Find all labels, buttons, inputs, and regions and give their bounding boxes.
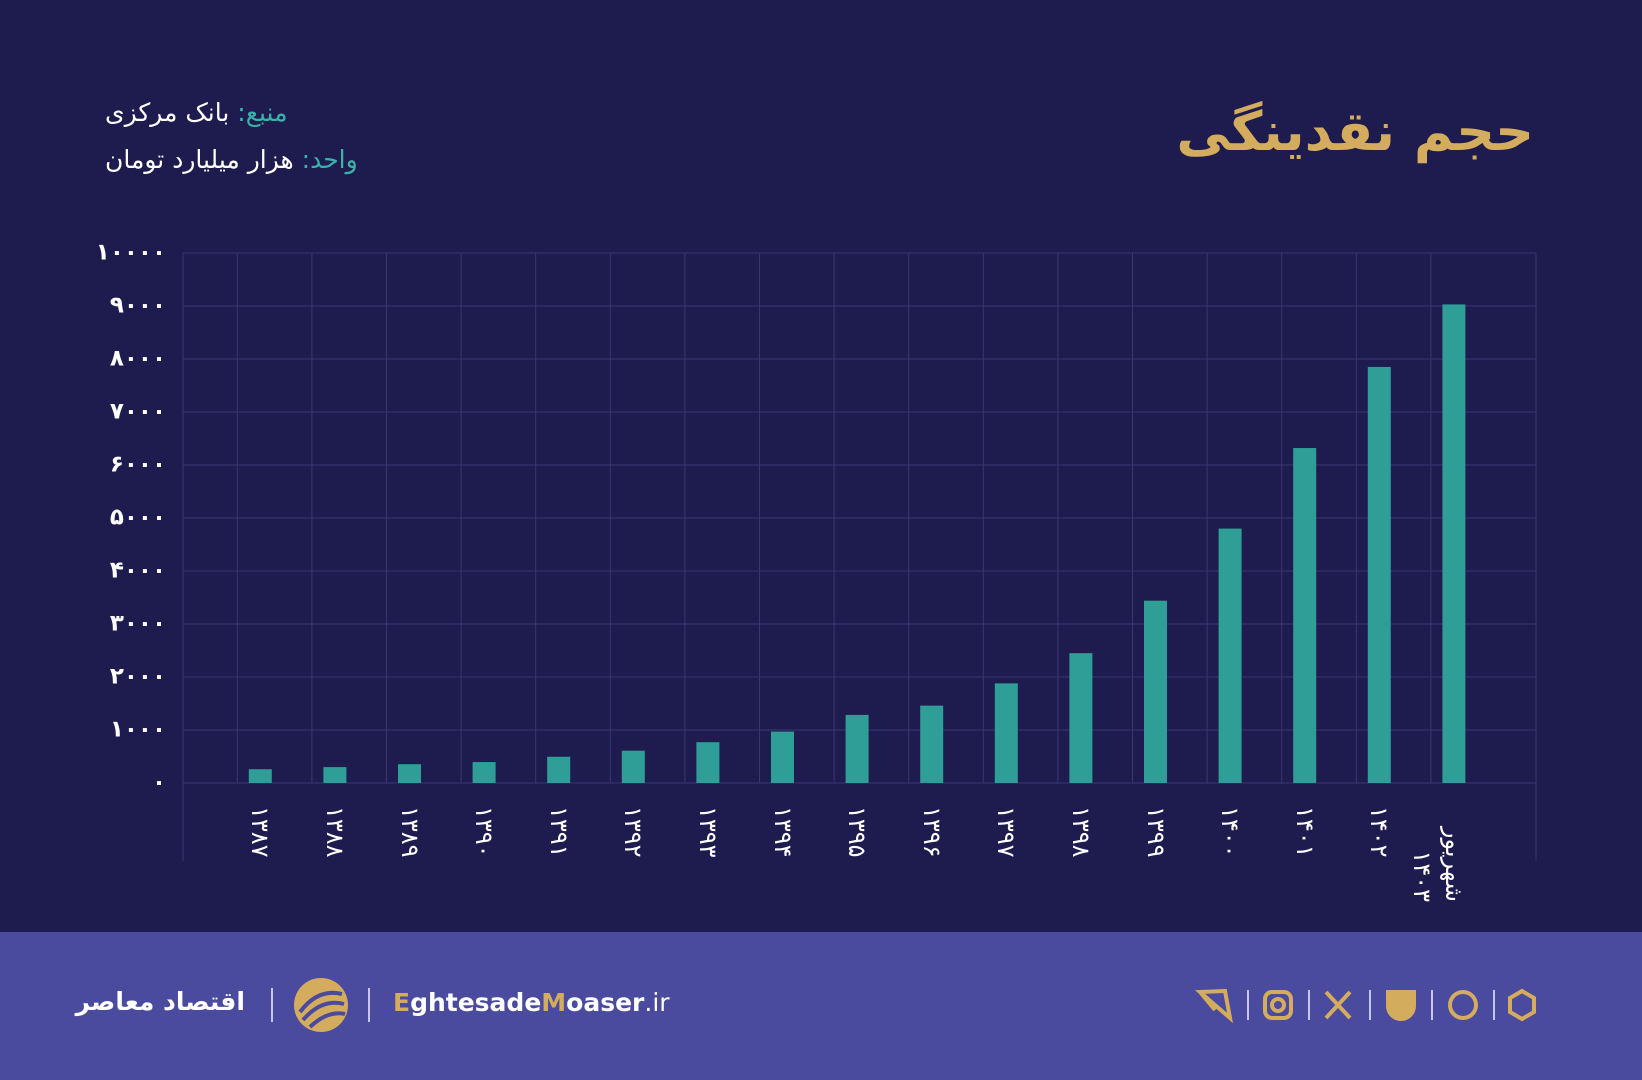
icon-instagram-lens: [1270, 997, 1286, 1013]
x-tick-label: ۱۳۸۷: [246, 806, 275, 858]
unit-label: واحد:: [301, 145, 358, 174]
x-tick-label: ۱۳۹۴: [768, 806, 797, 858]
bar: [323, 767, 347, 783]
x-tick-label: ۱۴۰۰: [1216, 806, 1245, 858]
brand: اقتصاد معاصر: [75, 987, 245, 1016]
bar: [1069, 653, 1093, 783]
bar: [1367, 366, 1391, 783]
icon-hex: [1508, 988, 1536, 1022]
bar: [248, 769, 272, 783]
title: حجم نقدینگی: [1176, 100, 1534, 163]
site-part: M: [541, 988, 567, 1017]
bar: [1218, 528, 1242, 783]
bar: [621, 750, 645, 783]
y-tick-label: ۱۰۰۰: [110, 717, 166, 743]
source-value: بانک مرکزی: [105, 98, 230, 127]
y-tick-label: ۴۰۰۰: [110, 558, 166, 584]
bar: [771, 731, 794, 783]
bar: [1144, 600, 1167, 783]
y-tick-label: ۸۰۰۰: [110, 346, 166, 372]
y-tick-label: ۱۰۰۰۰: [96, 240, 166, 266]
bar: [696, 742, 720, 783]
bar: [1293, 448, 1317, 783]
footer-graphics: [271, 978, 1536, 1032]
icon-e: [1448, 990, 1478, 1020]
x-tick-label: ۱۳۸۹: [395, 806, 424, 858]
icon-instagram: [1263, 990, 1293, 1020]
chart: ۰ ۱۰۰۰ ۲۰۰۰ ۳۰۰۰ ۴۰۰۰ ۵۰۰۰ ۶۰۰۰ ۷۰۰۰ ۸۰۰۰ ۹۰۰۰ ۱۰۰…: [96, 240, 1537, 861]
y-tick-label: ۰: [152, 770, 166, 796]
x-tick-label: ۱۳۹۸: [1066, 806, 1095, 858]
site-part: oaser: [566, 988, 645, 1017]
icon-telegram: [1194, 988, 1234, 1024]
x-tick-label: ۱۳۹۳: [693, 806, 722, 858]
x-tick-label: ۱۳۹۲: [619, 806, 648, 858]
footer: اقتصاد معاصر EghtesadeMoaser.ir: [0, 932, 1642, 1080]
x-tick-label: ۱۳۹۷: [992, 806, 1021, 858]
x-tick-label: شهریور ۱۴۰۳: [1407, 826, 1468, 902]
site-part: ghtesade: [410, 988, 542, 1017]
x-tick-label: ۱۳۹۹: [1141, 806, 1170, 858]
bar: [398, 764, 421, 783]
bar: [845, 714, 869, 783]
icon-shield: [1386, 990, 1416, 1021]
icon-x: [1324, 990, 1352, 1020]
bar: [994, 683, 1018, 783]
x-tick-label: ۱۴۰۲: [1365, 806, 1394, 858]
unit: واحد: هزار میلیارد تومان: [105, 145, 358, 174]
bar: [920, 705, 944, 783]
source-label: منبع:: [237, 98, 288, 127]
x-tick-label: ۱۳۹۱: [544, 806, 573, 858]
y-tick-label: ۶۰۰۰: [110, 452, 166, 478]
x-tick-label: ۱۳۸۸: [320, 806, 349, 858]
source: منبع: بانک مرکزی: [105, 98, 287, 127]
bar: [472, 762, 496, 783]
bar: [1442, 304, 1466, 783]
y-tick-label: ۷۰۰۰: [110, 399, 166, 425]
x-tick-label: ۱۳۹۵: [843, 806, 872, 858]
y-tick-label: ۵۰۰۰: [110, 505, 166, 531]
icon-separators: [1247, 990, 1495, 1020]
x-tick-label: ۱۳۹۶: [917, 806, 946, 858]
site-part: .ir: [644, 988, 670, 1017]
y-tick-label: ۹۰۰۰: [110, 293, 166, 319]
y-tick-label: ۳۰۰۰: [110, 611, 166, 637]
site: EghtesadeMoaser.ir: [393, 988, 670, 1017]
x-tick-label: ۱۴۰۱: [1290, 806, 1319, 858]
unit-value: هزار میلیارد تومان: [105, 145, 294, 174]
x-tick-label: ۱۳۹۰: [470, 806, 499, 858]
site-part: E: [393, 988, 411, 1017]
bar: [547, 756, 571, 783]
y-tick-label: ۲۰۰۰: [110, 664, 166, 690]
logo-mark: [298, 990, 346, 1029]
social-icons: [1194, 988, 1536, 1024]
